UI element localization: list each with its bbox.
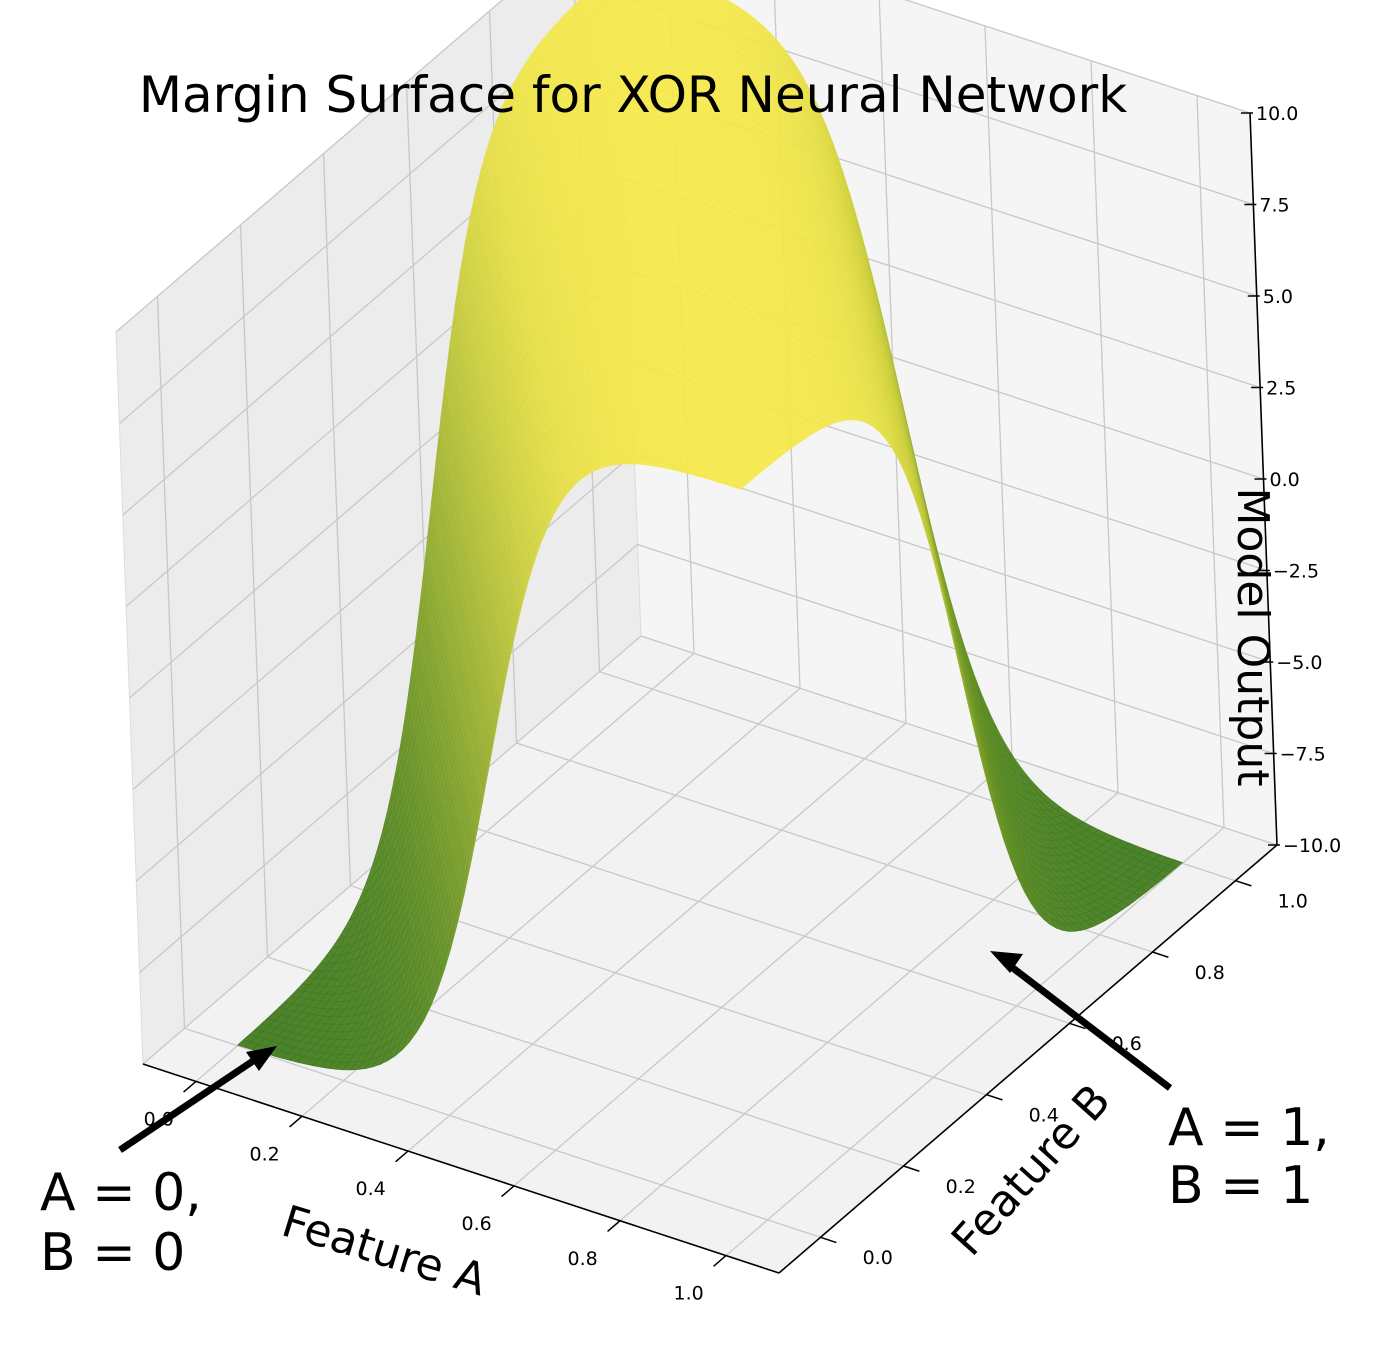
y-tick-mark	[820, 1236, 837, 1244]
annotation-arrow-head	[246, 1046, 277, 1071]
surface-plot	[236, 0, 1184, 1071]
y-tick-mark	[1235, 879, 1252, 887]
z-tick-label: 5.0	[1263, 286, 1293, 308]
x-tick-mark	[395, 1150, 409, 1163]
x-tick-mark	[501, 1185, 515, 1198]
tick-labels: 0.00.20.40.60.81.00.00.20.40.60.81.0−10.…	[144, 103, 1342, 1305]
annotation-line-1: A = 0,	[40, 1163, 202, 1223]
z-tick-label: 0.0	[1270, 469, 1300, 491]
x-tick-label: 1.0	[673, 1283, 703, 1305]
y-tick-mark	[903, 1165, 920, 1172]
z-tick-label: −10.0	[1283, 835, 1341, 857]
annotation-line-2: B = 1	[1168, 1156, 1313, 1216]
x-axis-line	[142, 1063, 780, 1274]
y-tick-label: 0.2	[946, 1176, 976, 1198]
axis-lines	[142, 112, 1280, 1274]
gridline-z	[115, 0, 1251, 333]
y-tick-mark	[1152, 951, 1169, 958]
annotation-a1-b1: A = 1, B = 1	[990, 951, 1330, 1216]
gridline-z	[142, 635, 1278, 1065]
x-tick-label: 0.8	[567, 1248, 597, 1270]
z-tick-label: −5.0	[1276, 652, 1322, 674]
annotation-a0-b0: A = 0, B = 0	[40, 1046, 277, 1283]
gridline-z	[139, 543, 1274, 973]
y-axis-line	[778, 844, 1278, 1274]
y-tick-mark	[1069, 1022, 1086, 1030]
y-tick-label: 0.4	[1029, 1105, 1059, 1127]
z-tick-label: −2.5	[1273, 561, 1319, 583]
x-tick-label: 0.6	[461, 1213, 491, 1235]
annotation-line-2: B = 0	[40, 1223, 185, 1283]
x-tick-mark	[183, 1080, 197, 1093]
gridline-z	[118, 0, 1254, 424]
y-tick-label: 1.0	[1278, 891, 1308, 913]
z-tick-label: 10.0	[1256, 103, 1298, 125]
x-tick-mark	[289, 1115, 303, 1128]
chart-title: Margin Surface for XOR Neural Network	[139, 66, 1127, 124]
surface-facet	[732, 481, 748, 490]
z-axis-label: Model Output	[1227, 488, 1278, 787]
x-tick-mark	[713, 1255, 727, 1267]
x-tick-label: 0.4	[355, 1178, 385, 1200]
annotation-arrow-head	[990, 951, 1023, 973]
annotation-line-1: A = 1,	[1168, 1098, 1330, 1158]
x-axis-label: Feature A	[276, 1196, 492, 1306]
z-tick-label: −7.5	[1280, 744, 1326, 766]
y-tick-label: 0.0	[863, 1247, 893, 1269]
z-tick-label: 2.5	[1266, 378, 1296, 400]
y-tick-label: 0.8	[1195, 962, 1225, 984]
annotation-arrow-shaft	[118, 1052, 264, 1153]
z-tick-label: 7.5	[1259, 195, 1289, 217]
x-tick-mark	[607, 1220, 621, 1233]
y-tick-mark	[986, 1093, 1003, 1101]
x-tick-label: 0.2	[249, 1143, 279, 1165]
annotation-arrow-shaft	[1002, 959, 1173, 1091]
